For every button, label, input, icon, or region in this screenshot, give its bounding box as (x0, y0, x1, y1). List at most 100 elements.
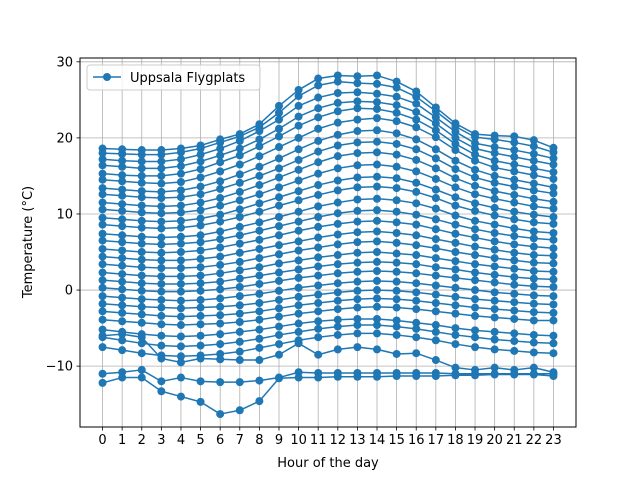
data-point (216, 285, 225, 294)
data-point (157, 377, 166, 386)
data-point (451, 156, 460, 165)
data-point (216, 260, 225, 269)
data-point (333, 152, 342, 161)
data-point (255, 207, 264, 216)
data-point (333, 322, 342, 331)
data-point (314, 136, 323, 145)
data-point (510, 298, 519, 307)
data-point (176, 201, 185, 210)
data-point (118, 185, 127, 194)
data-point (216, 330, 225, 339)
data-point (451, 257, 460, 266)
data-point (431, 185, 440, 194)
data-point (118, 222, 127, 231)
data-point (510, 215, 519, 224)
data-point (235, 327, 244, 336)
data-point (98, 149, 107, 158)
x-tick-label: 4 (177, 433, 185, 448)
data-point (196, 341, 205, 350)
data-point (98, 236, 107, 245)
data-point (274, 330, 283, 339)
data-point (235, 170, 244, 179)
data-point (274, 154, 283, 163)
data-point (451, 238, 460, 247)
data-point (471, 190, 480, 199)
data-point (274, 231, 283, 240)
x-tick-label: 8 (255, 433, 263, 448)
data-point (98, 184, 107, 193)
data-point (176, 239, 185, 248)
data-point (529, 308, 538, 317)
data-point (294, 155, 303, 164)
data-point (412, 187, 421, 196)
data-point (98, 190, 107, 199)
data-point (490, 363, 499, 372)
data-point (157, 354, 166, 363)
data-point (98, 169, 107, 178)
data-point (510, 175, 519, 184)
data-point (216, 340, 225, 349)
series-14 (98, 216, 558, 257)
data-point (235, 239, 244, 248)
data-point (157, 248, 166, 257)
data-point (529, 164, 538, 173)
data-point (510, 152, 519, 161)
data-point (451, 127, 460, 136)
data-point (471, 206, 480, 215)
data-point (471, 343, 480, 352)
data-point (333, 176, 342, 185)
data-point (216, 311, 225, 320)
data-point (353, 329, 362, 338)
data-point (196, 157, 205, 166)
data-point (176, 208, 185, 217)
data-point (529, 218, 538, 227)
data-point (314, 124, 323, 133)
data-point (431, 225, 440, 234)
series-24 (98, 314, 558, 341)
data-point (333, 305, 342, 314)
data-point (549, 148, 558, 157)
data-point (196, 246, 205, 255)
data-point (431, 133, 440, 142)
data-point (294, 292, 303, 301)
data-point (274, 164, 283, 173)
data-point (471, 181, 480, 190)
data-point (196, 286, 205, 295)
data-point (471, 165, 480, 174)
data-point (333, 118, 342, 127)
data-point (137, 193, 146, 202)
data-point (274, 222, 283, 231)
data-point (471, 268, 480, 277)
data-point (216, 227, 225, 236)
data-point (216, 252, 225, 261)
data-point (412, 260, 421, 269)
x-tick-label: 21 (506, 433, 523, 448)
data-point (294, 265, 303, 274)
series-10 (98, 172, 558, 226)
data-point (255, 376, 264, 385)
data-point (333, 260, 342, 269)
data-point (157, 171, 166, 180)
data-point (314, 298, 323, 307)
data-point (510, 337, 519, 346)
data-point (353, 195, 362, 204)
data-point (431, 372, 440, 381)
x-tick-label: 2 (138, 433, 146, 448)
data-point (137, 373, 146, 382)
data-point (235, 378, 244, 387)
data-point (216, 243, 225, 252)
data-point (353, 228, 362, 237)
data-point (137, 150, 146, 159)
data-point (137, 223, 146, 232)
data-point (118, 301, 127, 310)
data-point (294, 85, 303, 94)
data-point (216, 355, 225, 364)
data-point (333, 164, 342, 173)
data-point (157, 311, 166, 320)
data-point (235, 213, 244, 222)
data-point (314, 222, 323, 231)
data-point (431, 321, 440, 330)
data-point (431, 174, 440, 183)
series-29 (98, 370, 558, 419)
data-point (137, 318, 146, 327)
